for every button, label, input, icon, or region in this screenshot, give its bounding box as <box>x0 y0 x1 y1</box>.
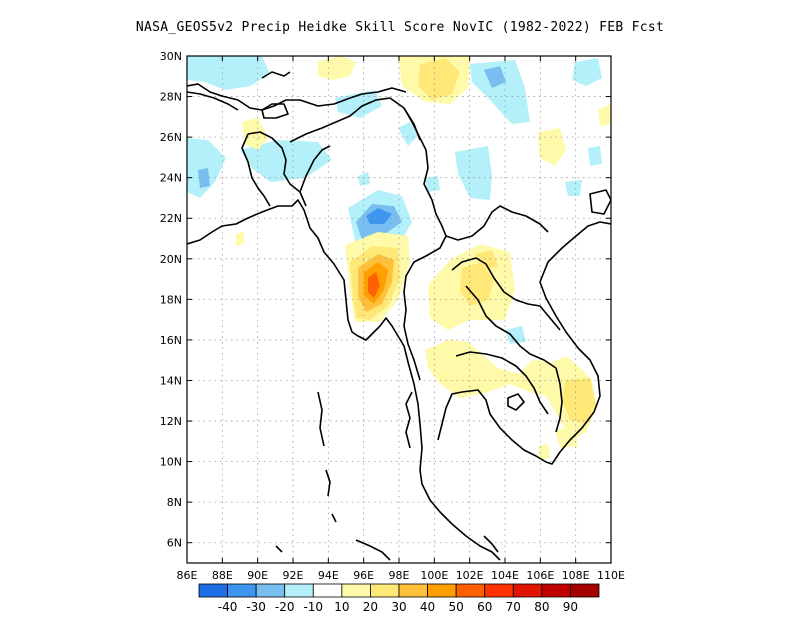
colorbar-swatch <box>370 583 400 598</box>
lon-tick-label: 100E <box>420 569 448 582</box>
colorbar-swatch <box>541 583 571 598</box>
negative-skill-region <box>335 90 382 118</box>
lat-tick-label: 10N <box>160 456 182 469</box>
graticule <box>187 56 611 563</box>
colorbar-swatch <box>398 583 428 598</box>
colorbar-swatch <box>512 583 543 598</box>
positive-skill-region <box>538 444 550 460</box>
lon-tick-label: 96E <box>353 569 374 582</box>
colorbar-swatch <box>570 583 600 598</box>
positive-skill-region <box>460 262 494 306</box>
lon-tick-label: 98E <box>389 569 410 582</box>
colorbar-swatch <box>227 583 257 598</box>
lat-tick-label: 26N <box>160 131 182 144</box>
colorbar-swatch <box>255 583 286 598</box>
positive-skill-region <box>555 426 578 448</box>
positive-skill-region <box>475 250 498 270</box>
colorbar-label: 50 <box>449 600 464 614</box>
colorbar-swatch <box>484 583 514 598</box>
positive-skill-region <box>318 56 356 80</box>
lon-tick-label: 94E <box>318 569 339 582</box>
colorbar-swatch <box>312 583 343 598</box>
lat-tick-label: 30N <box>160 50 182 63</box>
lon-tick-label: 102E <box>456 569 484 582</box>
colorbar-label: 60 <box>477 600 492 614</box>
colorbar <box>198 583 600 598</box>
colorbar-label: 70 <box>506 600 521 614</box>
positive-skill-region <box>538 128 566 166</box>
lat-tick-label: 16N <box>160 334 182 347</box>
lon-tick-label: 88E <box>212 569 233 582</box>
lon-tick-label: 90E <box>247 569 268 582</box>
lon-tick-label: 108E <box>562 569 590 582</box>
skill-score-shading <box>187 56 611 460</box>
negative-skill-region <box>187 138 226 198</box>
positive-skill-region <box>242 118 268 150</box>
lat-tick-label: 24N <box>160 172 182 185</box>
lat-tick-label: 6N <box>167 537 182 550</box>
colorbar-label: 20 <box>363 600 378 614</box>
negative-skill-region <box>572 58 602 86</box>
map-title: NASA_GEOS5v2 Precip Heidke Skill Score N… <box>135 20 665 35</box>
negative-skill-region <box>358 172 370 186</box>
lat-tick-label: 20N <box>160 253 182 266</box>
colorbar-swatch <box>427 583 457 598</box>
colorbar-swatch <box>455 583 486 598</box>
colorbar-label: -30 <box>246 600 266 614</box>
positive-skill-region <box>236 232 244 246</box>
lat-tick-label: 12N <box>160 415 182 428</box>
axis-tick-marks <box>186 55 612 563</box>
lat-tick-label: 22N <box>160 212 182 225</box>
negative-skill-region <box>455 146 492 200</box>
colorbar-label: 80 <box>534 600 549 614</box>
colorbar-label: -40 <box>218 600 238 614</box>
lon-tick-label: 104E <box>491 569 519 582</box>
lon-tick-label: 86E <box>177 569 198 582</box>
positive-skill-region <box>418 58 460 100</box>
coastlines-and-borders <box>187 71 611 561</box>
negative-skill-region <box>425 176 440 192</box>
lat-tick-label: 28N <box>160 91 182 104</box>
colorbar-labels: -40 -30 -20 -10 10 20 30 40 50 60 70 80 90 <box>218 600 578 614</box>
positive-skill-region <box>562 378 596 424</box>
negative-skill-region <box>470 60 530 124</box>
negative-skill-region <box>565 180 582 196</box>
negative-skill-region <box>484 66 506 88</box>
negative-skill-region <box>505 326 526 344</box>
colorbar-label: 30 <box>391 600 406 614</box>
colorbar-label: 90 <box>563 600 578 614</box>
negative-skill-region <box>187 56 270 90</box>
lat-tick-label: 14N <box>160 374 182 387</box>
positive-skill-region <box>425 340 596 440</box>
colorbar-swatch <box>284 583 314 598</box>
colorbar-label: 10 <box>334 600 349 614</box>
lon-tick-label: 92E <box>283 569 304 582</box>
colorbar-label: -20 <box>275 600 295 614</box>
lon-tick-label: 110E <box>597 569 625 582</box>
lat-tick-label: 18N <box>160 293 182 306</box>
colorbar-label: 40 <box>420 600 435 614</box>
negative-skill-region <box>398 122 418 146</box>
colorbar-swatch <box>341 583 371 598</box>
latitude-labels: 30N 28N 26N 24N 22N 20N 18N 16N 14N 12N 10N 8N 6N <box>160 50 182 550</box>
colorbar-swatch <box>198 583 228 598</box>
lat-tick-label: 8N <box>167 496 182 509</box>
positive-skill-region <box>598 104 611 126</box>
negative-skill-region <box>366 208 392 224</box>
lon-tick-label: 106E <box>526 569 554 582</box>
colorbar-label: -10 <box>303 600 323 614</box>
positive-skill-region <box>368 272 380 298</box>
negative-skill-region <box>588 146 602 166</box>
longitude-labels: 86E 88E 90E 92E 94E 96E 98E 100E 102E 104E 106E 108… <box>177 569 625 582</box>
